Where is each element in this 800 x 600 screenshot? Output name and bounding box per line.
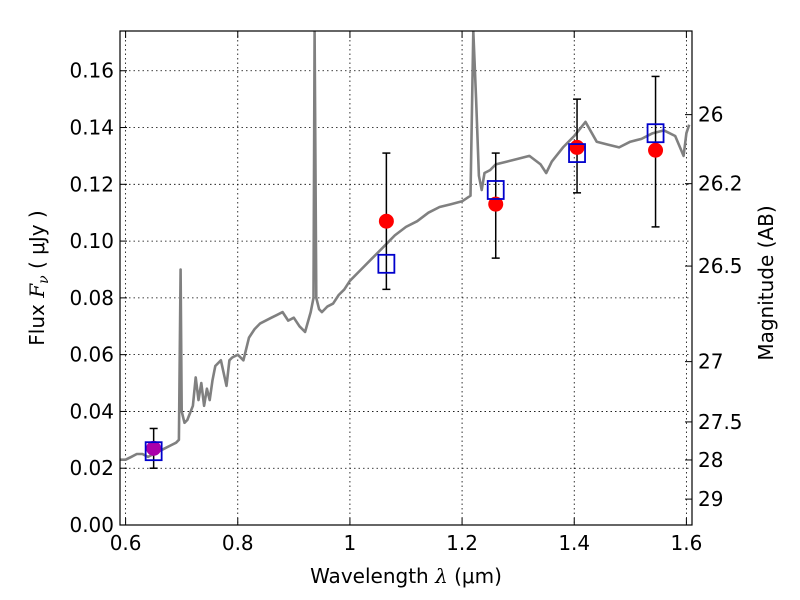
x-axis-label: Wavelength λ (μm) [310, 564, 502, 588]
x-tick-label: 1.4 [558, 531, 590, 555]
x-tick-label: 1.6 [670, 531, 702, 555]
x-axis-label-unit: (μm) [448, 564, 502, 588]
y-axis-label-symbol: F [25, 283, 49, 299]
model-photometry-point [144, 441, 163, 462]
y-axis-label-subscript: ν [36, 275, 52, 284]
model-photometry-point [377, 253, 396, 274]
y-tick-label: 0.04 [69, 399, 114, 423]
observed-flux-point [146, 440, 162, 456]
y-tick-label: 0.14 [69, 116, 114, 140]
model-points-layer [144, 123, 665, 462]
magnitude-tick-label: 28 [698, 448, 723, 472]
magnitude-tick-label: 26.2 [698, 172, 743, 196]
x-tick-label: 1 [344, 531, 357, 555]
magnitude-tick-label: 26.5 [698, 254, 743, 278]
model-photometry-point [568, 143, 586, 163]
y-tick-label: 0.06 [69, 343, 114, 367]
y-axis-label-text: Flux [25, 298, 49, 346]
x-tick-label: 1.2 [446, 531, 478, 555]
right-axis-label: Magnitude (AB) [754, 205, 778, 360]
observed-flux-point [569, 139, 585, 155]
observed-flux-point [488, 196, 504, 212]
y-tick-label: 0.02 [69, 456, 114, 480]
y-tick-label: 0.00 [69, 513, 114, 537]
y-tick-label: 0.08 [69, 286, 114, 310]
model-photometry-point [646, 123, 665, 144]
spectrum-layer [120, 31, 691, 461]
x-tick-label: 0.8 [222, 531, 254, 555]
y-tick-label: 0.10 [69, 229, 114, 253]
model-photometry-point [486, 180, 505, 200]
observed-flux-point [378, 213, 394, 229]
grid-lines [120, 31, 692, 525]
model-spectrum-line [120, 31, 691, 461]
y-axis-label: Flux Fν ( μJy ) [25, 210, 52, 345]
x-axis-label-symbol: λ [434, 564, 448, 588]
observed-flux-point [648, 142, 664, 158]
y-axis-label-unit: ( μJy ) [25, 210, 49, 275]
x-axis-label-text: Wavelength [310, 564, 435, 588]
x-tick-label: 0.6 [110, 531, 142, 555]
magnitude-tick-label: 26 [698, 103, 723, 127]
y-tick-label: 0.16 [69, 59, 114, 83]
magnitude-tick-label: 29 [698, 487, 723, 511]
axis-ticks: 0.6 0.8 1 1.2 1.4 1.6 0.00 0.02 0.04 0.06 0.08 0.10… [69, 31, 743, 555]
magnitude-tick-label: 27 [698, 350, 723, 374]
plot-frame [119, 30, 693, 526]
magnitude-tick-label: 27.5 [698, 410, 743, 434]
y-tick-label: 0.12 [69, 172, 114, 196]
